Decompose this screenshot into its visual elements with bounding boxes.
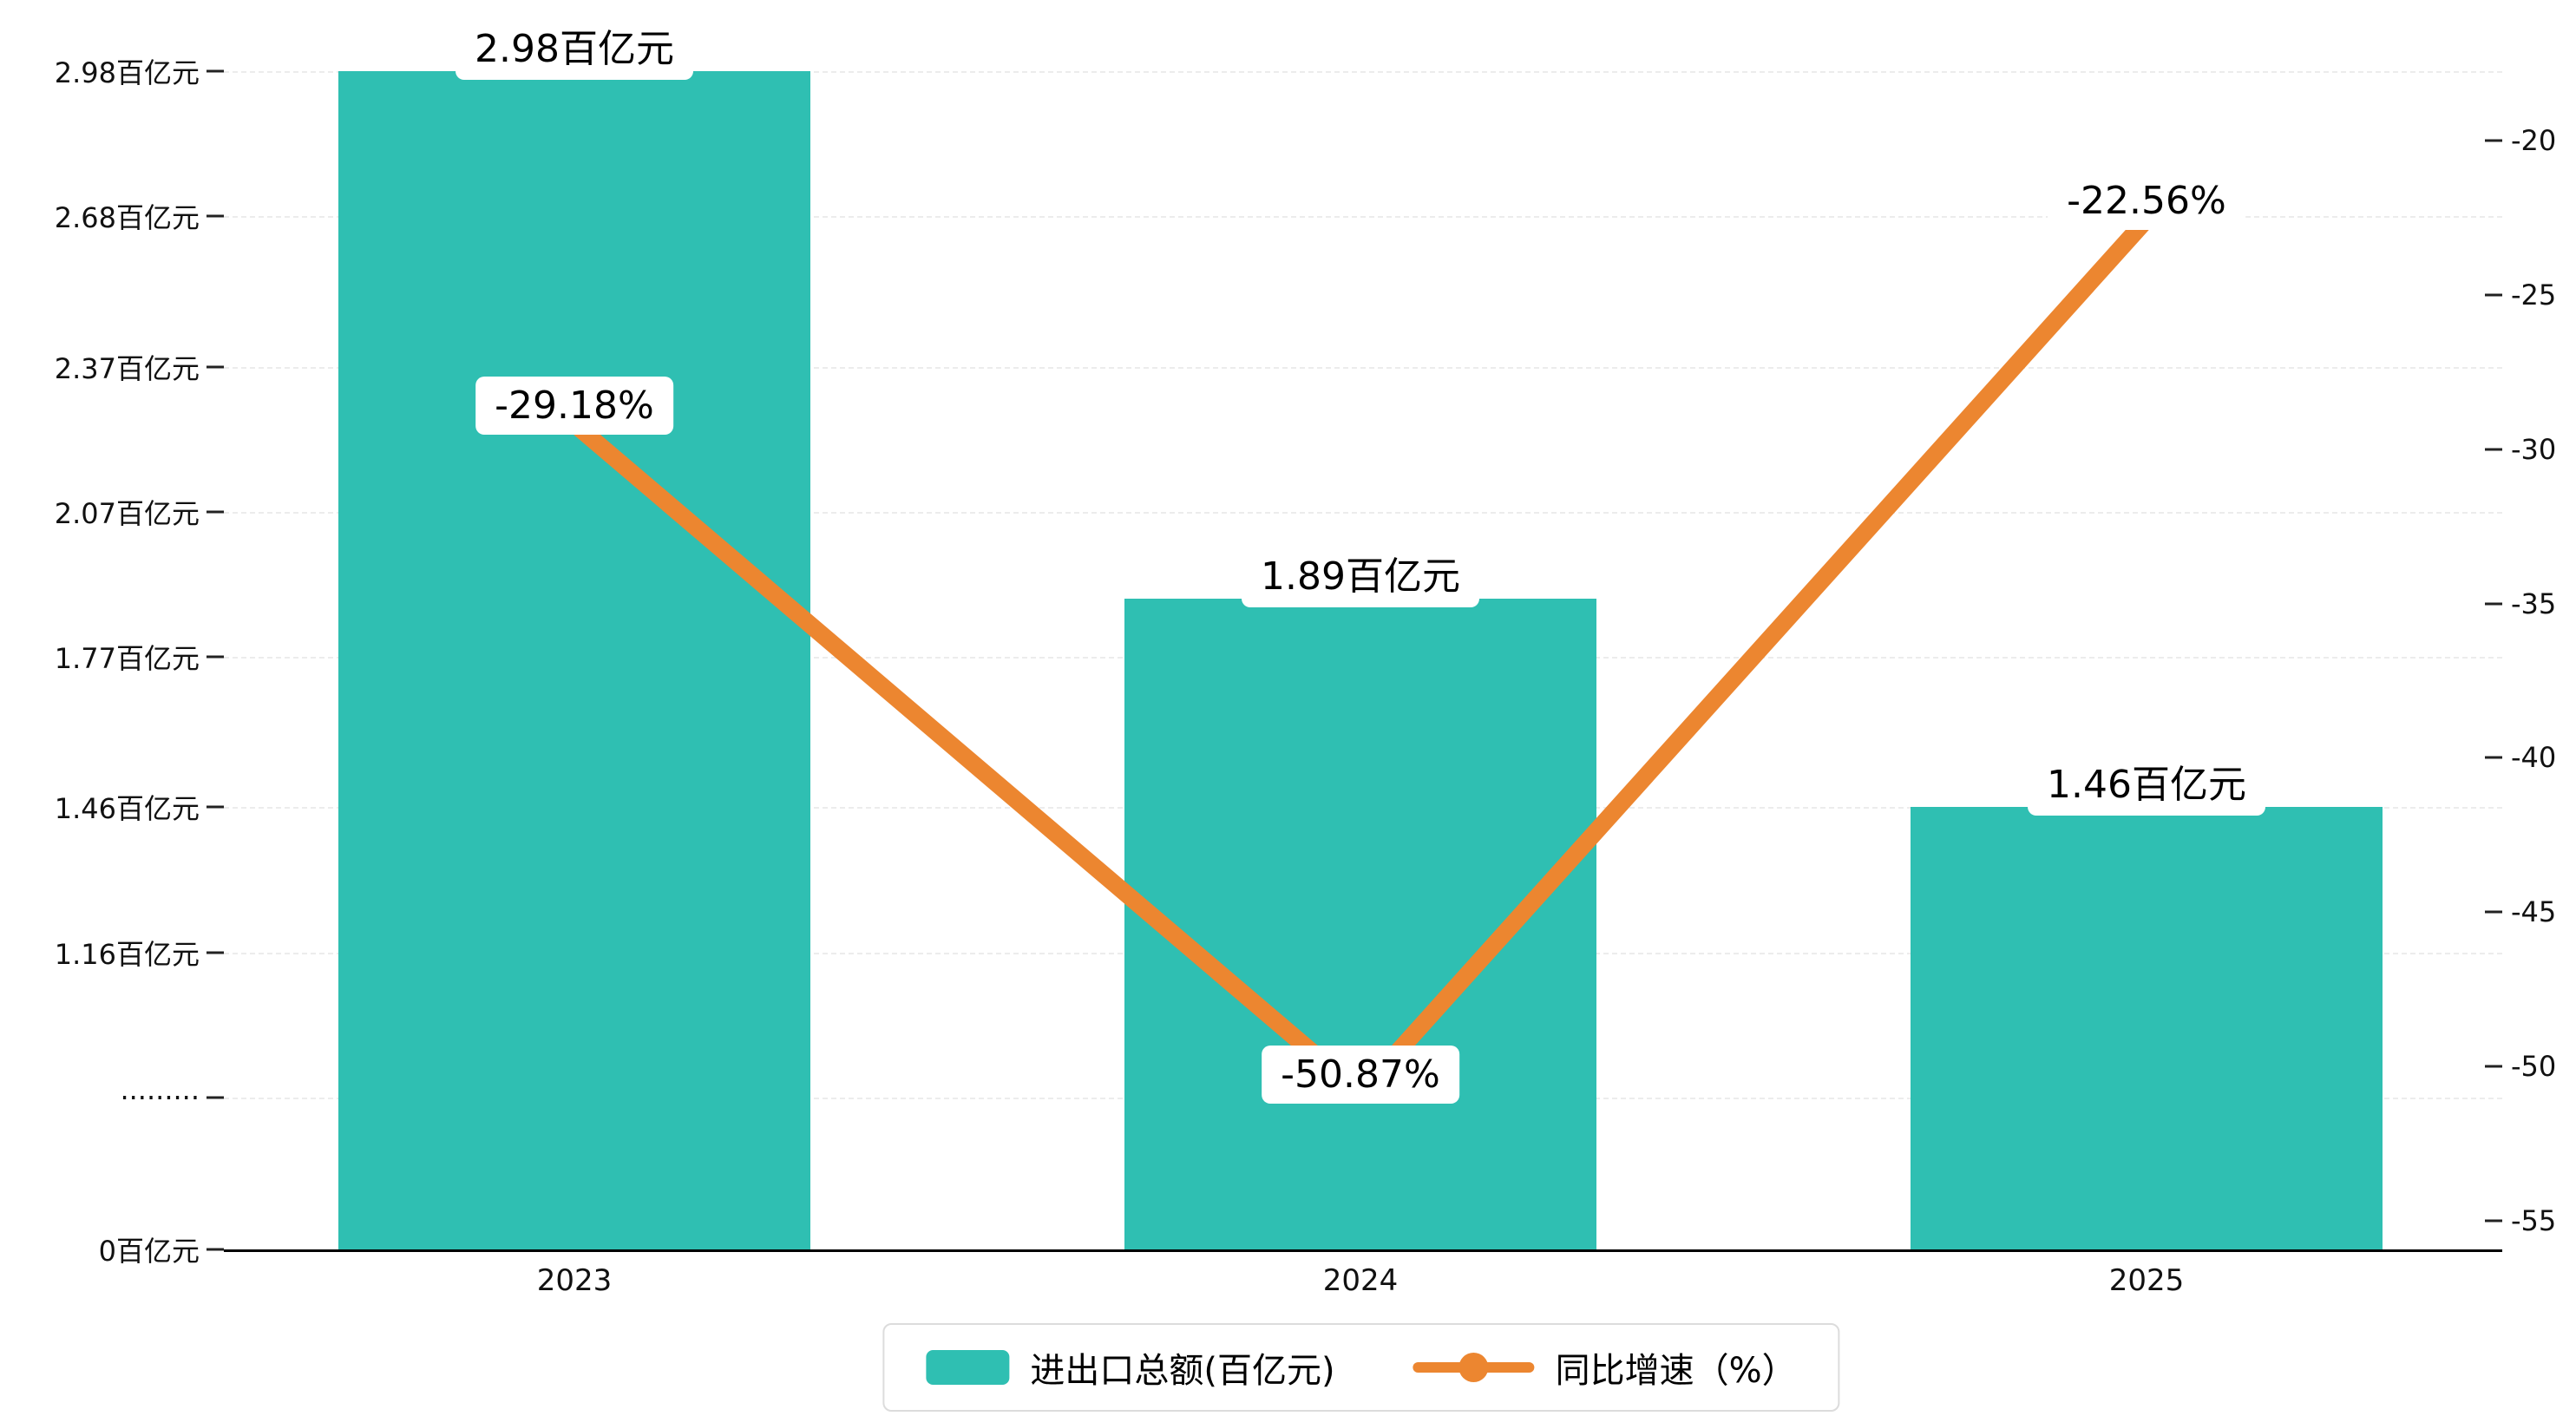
y-axis-left-tick-mark: [206, 655, 224, 659]
y-axis-right-tick-label: -20: [2511, 124, 2557, 157]
y-axis-right-tick-mark: [2485, 756, 2502, 759]
legend-item-bar-series[interactable]: 进出口总额(百亿元): [926, 1342, 1335, 1393]
bar[interactable]: [1911, 807, 2383, 1249]
legend-item-line-series[interactable]: 同比增速（%）: [1413, 1342, 1797, 1393]
line-value-label: -50.87%: [1262, 1046, 1459, 1105]
y-axis-left-tick-label: 1.46百亿元: [54, 792, 200, 826]
y-axis-left-tick-label: 1.16百亿元: [54, 937, 200, 971]
y-axis-left-tick-label: 0百亿元: [98, 1235, 200, 1268]
grid-line: [224, 511, 2502, 514]
y-axis-right-tick-mark: [2485, 448, 2502, 451]
x-axis-line: [224, 1249, 2502, 1252]
y-axis-left-tick-mark: [206, 510, 224, 514]
y-axis-right-tick-label: -45: [2511, 895, 2557, 929]
line-series-marker: [1458, 1353, 1489, 1382]
y-axis-left-tick-label: 2.68百亿元: [54, 201, 200, 235]
y-axis-left-tick-label: 2.07百亿元: [54, 496, 200, 530]
y-axis-right-tick-label: -35: [2511, 587, 2557, 620]
grid-line: [224, 216, 2502, 219]
y-axis-right-tick-mark: [2485, 293, 2502, 297]
y-axis-right-tick-mark: [2485, 139, 2502, 142]
line-value-label: -29.18%: [475, 376, 673, 435]
y-axis-left-tick-label: ·········: [120, 1081, 200, 1115]
grid-line: [224, 366, 2502, 369]
growth-line[interactable]: [566, 211, 2155, 1103]
grid-line: [224, 71, 2502, 73]
line-value-label: -22.56%: [2048, 172, 2245, 231]
y-axis-right-tick-mark: [2485, 1065, 2502, 1068]
bar-value-label: 1.46百亿元: [2028, 746, 2265, 816]
y-axis-right-tick-label: -25: [2511, 278, 2557, 311]
legend-label-line-series: 同比增速（%）: [1555, 1351, 1797, 1391]
y-axis-right-tick-mark: [2485, 1219, 2502, 1223]
y-axis-left-tick-mark: [206, 69, 224, 73]
legend: 进出口总额(百亿元) 同比增速（%）: [882, 1323, 1840, 1412]
x-axis-tick-label: 2025: [2108, 1263, 2185, 1298]
y-axis-left-tick-label: 1.77百亿元: [54, 642, 200, 676]
bar[interactable]: [338, 71, 810, 1249]
x-axis-tick-label: 2023: [536, 1263, 613, 1298]
y-axis-right-tick-label: -30: [2511, 432, 2557, 466]
x-axis-tick-label: 2024: [1322, 1263, 1399, 1298]
y-axis-left-tick-label: 2.37百亿元: [54, 351, 200, 385]
y-axis-left-tick-label: 2.98百亿元: [54, 56, 200, 89]
y-axis-right-tick-mark: [2485, 602, 2502, 606]
y-axis-right-tick-label: -50: [2511, 1050, 2557, 1084]
bar-value-label: 2.98百亿元: [456, 10, 693, 80]
y-axis-left-tick-mark: [206, 1096, 224, 1099]
y-axis-right-tick-label: -40: [2511, 741, 2557, 775]
legend-label-bar-series: 进出口总额(百亿元): [1030, 1351, 1335, 1391]
y-axis-left-tick-mark: [206, 951, 224, 954]
y-axis-left-tick-mark: [206, 1248, 224, 1251]
y-axis-left-tick-mark: [206, 365, 224, 368]
line-series-swatch: [1413, 1353, 1535, 1382]
y-axis-left-tick-mark: [206, 805, 224, 809]
bar-value-label: 1.89百亿元: [1242, 538, 1479, 608]
y-axis-left-tick-mark: [206, 214, 224, 218]
bar-series-swatch: [926, 1350, 1010, 1385]
y-axis-right-tick-label: -55: [2511, 1203, 2557, 1237]
y-axis-right-tick-mark: [2485, 910, 2502, 914]
